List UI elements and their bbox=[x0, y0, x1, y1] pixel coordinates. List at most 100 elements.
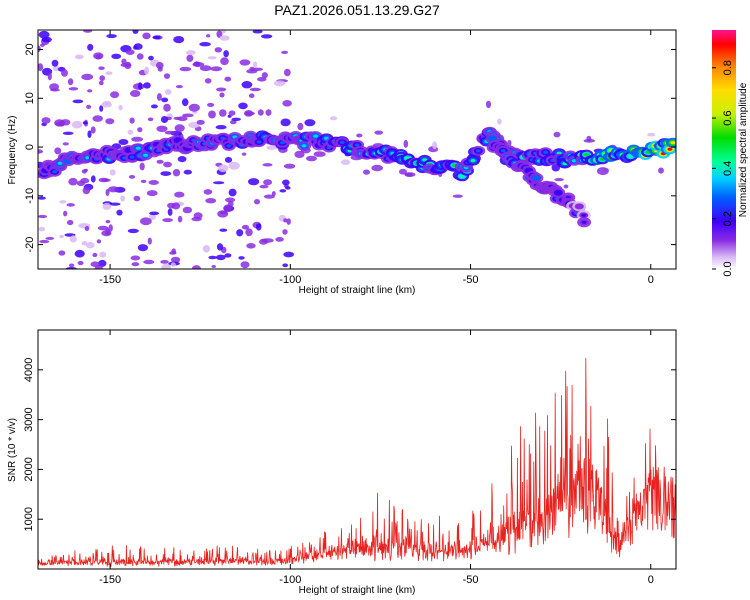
noise-blob bbox=[105, 220, 111, 224]
noise-blob bbox=[87, 130, 92, 138]
noise-blob bbox=[155, 62, 164, 69]
x-tick-label: -50 bbox=[463, 574, 479, 586]
noise-blob bbox=[207, 102, 215, 107]
noise-blob bbox=[174, 191, 185, 198]
noise-blob bbox=[285, 186, 291, 190]
noise-blob bbox=[38, 196, 46, 200]
noise-blob bbox=[186, 50, 196, 56]
noise-blob bbox=[219, 228, 228, 232]
noise-blob bbox=[282, 100, 292, 107]
noise-blob bbox=[218, 164, 229, 173]
noise-blob bbox=[150, 104, 158, 109]
noise-blob bbox=[203, 189, 213, 195]
y-tick-label: -20 bbox=[24, 237, 36, 253]
noise-blob bbox=[87, 43, 94, 51]
noise-blob bbox=[340, 159, 351, 165]
noise-blob bbox=[221, 30, 226, 34]
noise-blob bbox=[167, 208, 173, 216]
noise-blob bbox=[177, 116, 188, 122]
noise-blob bbox=[507, 139, 512, 147]
ridge-blob bbox=[279, 141, 285, 145]
y-tick-label: 1000 bbox=[23, 507, 35, 531]
noise-blob bbox=[172, 169, 181, 177]
noise-blob bbox=[174, 124, 185, 132]
noise-blob bbox=[164, 130, 176, 135]
noise-blob bbox=[248, 93, 255, 98]
noise-blob bbox=[81, 241, 88, 246]
snr-xlabel: Height of straight line (km) bbox=[299, 585, 416, 596]
noise-blob bbox=[191, 265, 201, 269]
noise-blob bbox=[213, 181, 225, 185]
noise-blob bbox=[177, 215, 183, 223]
noise-blob bbox=[283, 251, 295, 258]
noise-blob bbox=[363, 169, 370, 175]
noise-blob bbox=[597, 167, 609, 176]
noise-blob bbox=[38, 226, 46, 232]
noise-blob bbox=[658, 167, 664, 174]
noise-blob bbox=[225, 197, 236, 203]
noise-blob bbox=[101, 178, 111, 182]
noise-blob bbox=[127, 129, 134, 135]
ridge-blob bbox=[339, 140, 345, 144]
noise-blob bbox=[275, 237, 284, 242]
noise-blob bbox=[129, 117, 135, 124]
noise-blob bbox=[128, 175, 136, 179]
noise-blob bbox=[553, 131, 561, 138]
noise-blob bbox=[131, 136, 144, 142]
noise-blob bbox=[170, 262, 176, 267]
noise-blob bbox=[116, 209, 123, 216]
noise-blob bbox=[356, 133, 363, 138]
noise-blob bbox=[125, 49, 135, 55]
noise-blob bbox=[39, 239, 50, 244]
noise-blob bbox=[246, 69, 258, 74]
ridge-blob bbox=[628, 154, 634, 158]
noise-blob bbox=[196, 119, 205, 125]
noise-blob bbox=[257, 77, 267, 82]
noise-blob bbox=[59, 234, 64, 239]
noise-blob bbox=[191, 216, 202, 222]
noise-blob bbox=[120, 63, 132, 68]
noise-blob bbox=[329, 116, 338, 121]
noise-blob bbox=[69, 263, 75, 268]
noise-blob bbox=[156, 125, 168, 132]
noise-blob bbox=[249, 87, 261, 92]
noise-blob bbox=[92, 115, 103, 122]
noise-blob bbox=[266, 145, 278, 150]
noise-blob bbox=[404, 172, 413, 177]
noise-blob bbox=[87, 89, 93, 93]
noise-blob bbox=[84, 226, 90, 231]
noise-blob bbox=[286, 218, 291, 225]
y-tick-label: 2000 bbox=[23, 457, 35, 481]
noise-blob bbox=[186, 54, 194, 62]
snr-series-line bbox=[38, 358, 676, 567]
noise-blob bbox=[182, 206, 193, 214]
colorbar: 0.0 0.2 0.4 0.6 0.8 Normalized spectral ampl… bbox=[712, 30, 749, 277]
noise-blob bbox=[216, 87, 227, 92]
ridge-blob bbox=[313, 134, 319, 138]
noise-blob bbox=[228, 110, 236, 116]
noise-blob bbox=[554, 178, 564, 182]
noise-blob bbox=[283, 68, 291, 77]
noise-blob bbox=[199, 42, 211, 47]
snr-ylabel: SNR (10 * v/v) bbox=[7, 418, 18, 482]
noise-blob bbox=[106, 34, 117, 39]
noise-blob bbox=[202, 245, 211, 253]
noise-blob bbox=[271, 191, 276, 197]
noise-blob bbox=[160, 260, 169, 264]
noise-blob bbox=[403, 139, 409, 148]
noise-blob bbox=[68, 87, 79, 91]
noise-blob bbox=[156, 93, 162, 101]
noise-blob bbox=[144, 66, 150, 75]
noise-blob bbox=[149, 211, 160, 216]
noise-blob bbox=[163, 161, 172, 168]
noise-blob bbox=[177, 156, 187, 163]
noise-blob bbox=[71, 120, 83, 129]
x-tick-label: -100 bbox=[279, 574, 301, 586]
noise-blob bbox=[239, 59, 251, 66]
spectrogram-frame bbox=[37, 29, 677, 270]
noise-blob bbox=[132, 30, 139, 34]
noise-blob bbox=[164, 89, 172, 95]
noise-blob bbox=[259, 184, 269, 189]
